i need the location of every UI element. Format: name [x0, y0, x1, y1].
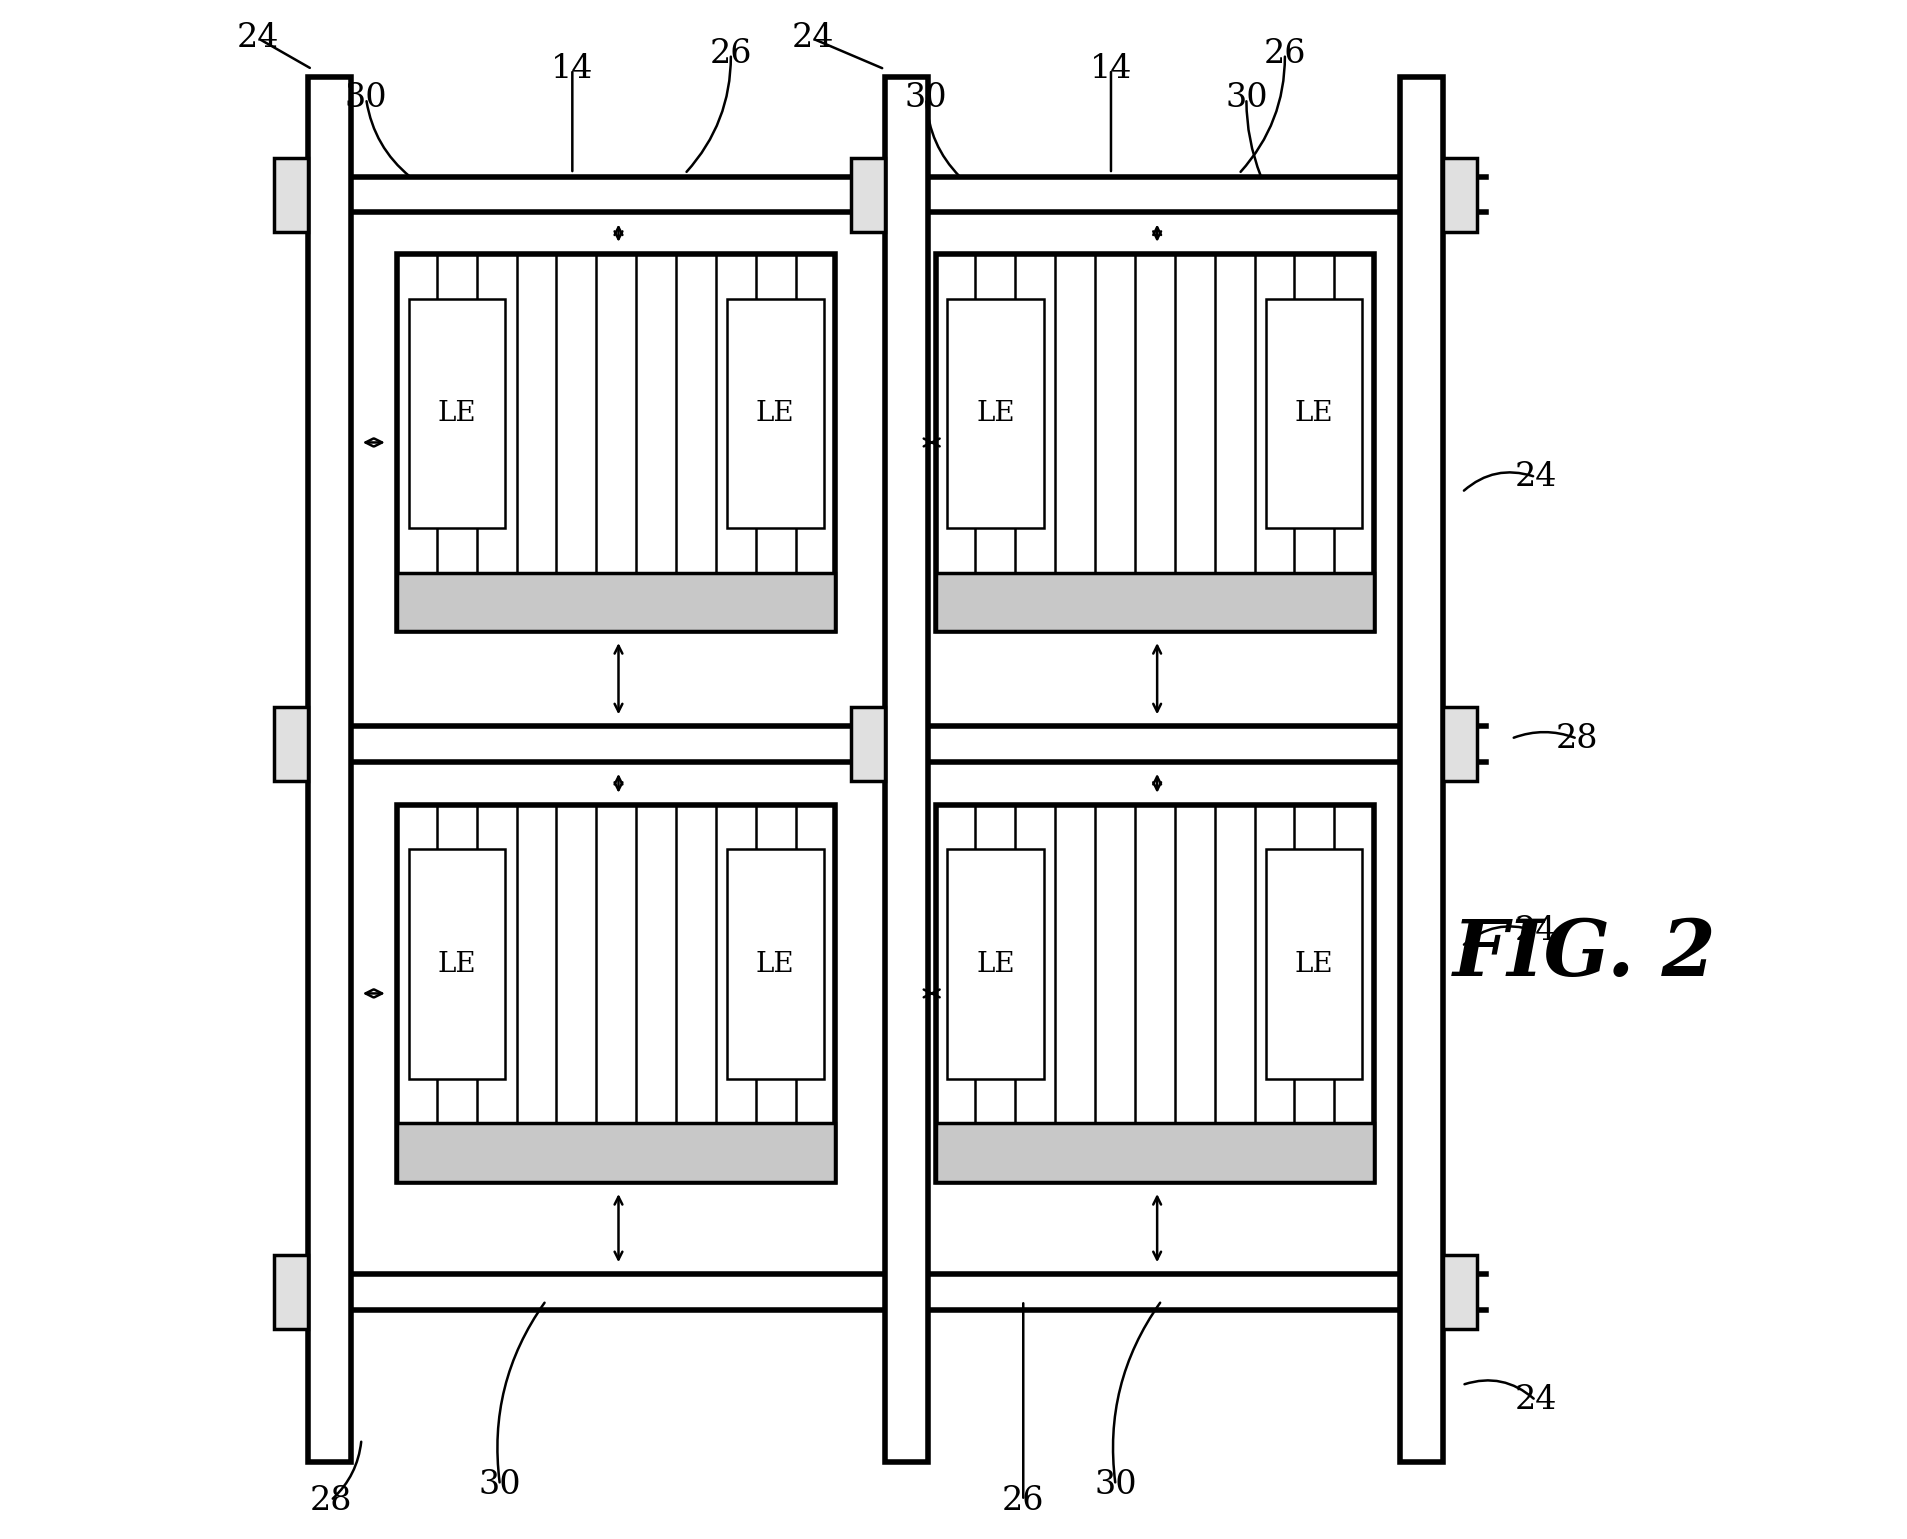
- Text: LE: LE: [755, 951, 793, 977]
- Text: 14: 14: [551, 54, 593, 85]
- Text: LE: LE: [437, 951, 477, 977]
- Bar: [851, 159, 885, 232]
- Bar: [934, 254, 1373, 631]
- Bar: [1444, 1256, 1476, 1330]
- Text: LE: LE: [1295, 400, 1333, 426]
- Bar: [397, 573, 835, 631]
- Bar: [851, 708, 885, 782]
- Bar: [273, 708, 307, 782]
- Text: LE: LE: [1295, 951, 1333, 977]
- Bar: [397, 1123, 835, 1182]
- Bar: [1264, 299, 1362, 528]
- Bar: [1264, 850, 1362, 1079]
- Text: 24: 24: [791, 23, 833, 54]
- Text: 26: 26: [709, 38, 751, 69]
- Text: 14: 14: [1089, 54, 1131, 85]
- Text: LE: LE: [437, 400, 477, 426]
- Bar: [727, 850, 824, 1079]
- Bar: [1400, 77, 1444, 1462]
- Bar: [934, 1123, 1373, 1182]
- Text: 24: 24: [236, 23, 280, 54]
- Text: 24: 24: [1514, 1385, 1556, 1416]
- Bar: [408, 850, 505, 1079]
- Bar: [307, 77, 351, 1462]
- Text: 26: 26: [1262, 38, 1306, 69]
- Text: 28: 28: [309, 1485, 351, 1516]
- Text: 30: 30: [345, 83, 387, 114]
- Bar: [934, 573, 1373, 631]
- Text: LE: LE: [755, 400, 793, 426]
- Text: LE: LE: [976, 400, 1015, 426]
- Bar: [948, 850, 1043, 1079]
- Text: 30: 30: [479, 1470, 521, 1501]
- Bar: [397, 805, 835, 1182]
- Text: 30: 30: [1224, 83, 1266, 114]
- Text: 28: 28: [1556, 723, 1598, 754]
- Text: 26: 26: [1001, 1485, 1043, 1516]
- Bar: [397, 254, 835, 631]
- Bar: [727, 299, 824, 528]
- Bar: [273, 1256, 307, 1330]
- Bar: [273, 159, 307, 232]
- Bar: [1444, 708, 1476, 782]
- Bar: [885, 77, 927, 1462]
- Bar: [1444, 159, 1476, 232]
- Bar: [948, 299, 1043, 528]
- Text: LE: LE: [976, 951, 1015, 977]
- Text: 24: 24: [1514, 916, 1556, 946]
- Text: 30: 30: [1095, 1470, 1137, 1501]
- Text: FIG. 2: FIG. 2: [1453, 916, 1716, 993]
- Bar: [934, 805, 1373, 1182]
- Text: 24: 24: [1514, 462, 1556, 492]
- Text: 30: 30: [904, 83, 948, 114]
- Bar: [408, 299, 505, 528]
